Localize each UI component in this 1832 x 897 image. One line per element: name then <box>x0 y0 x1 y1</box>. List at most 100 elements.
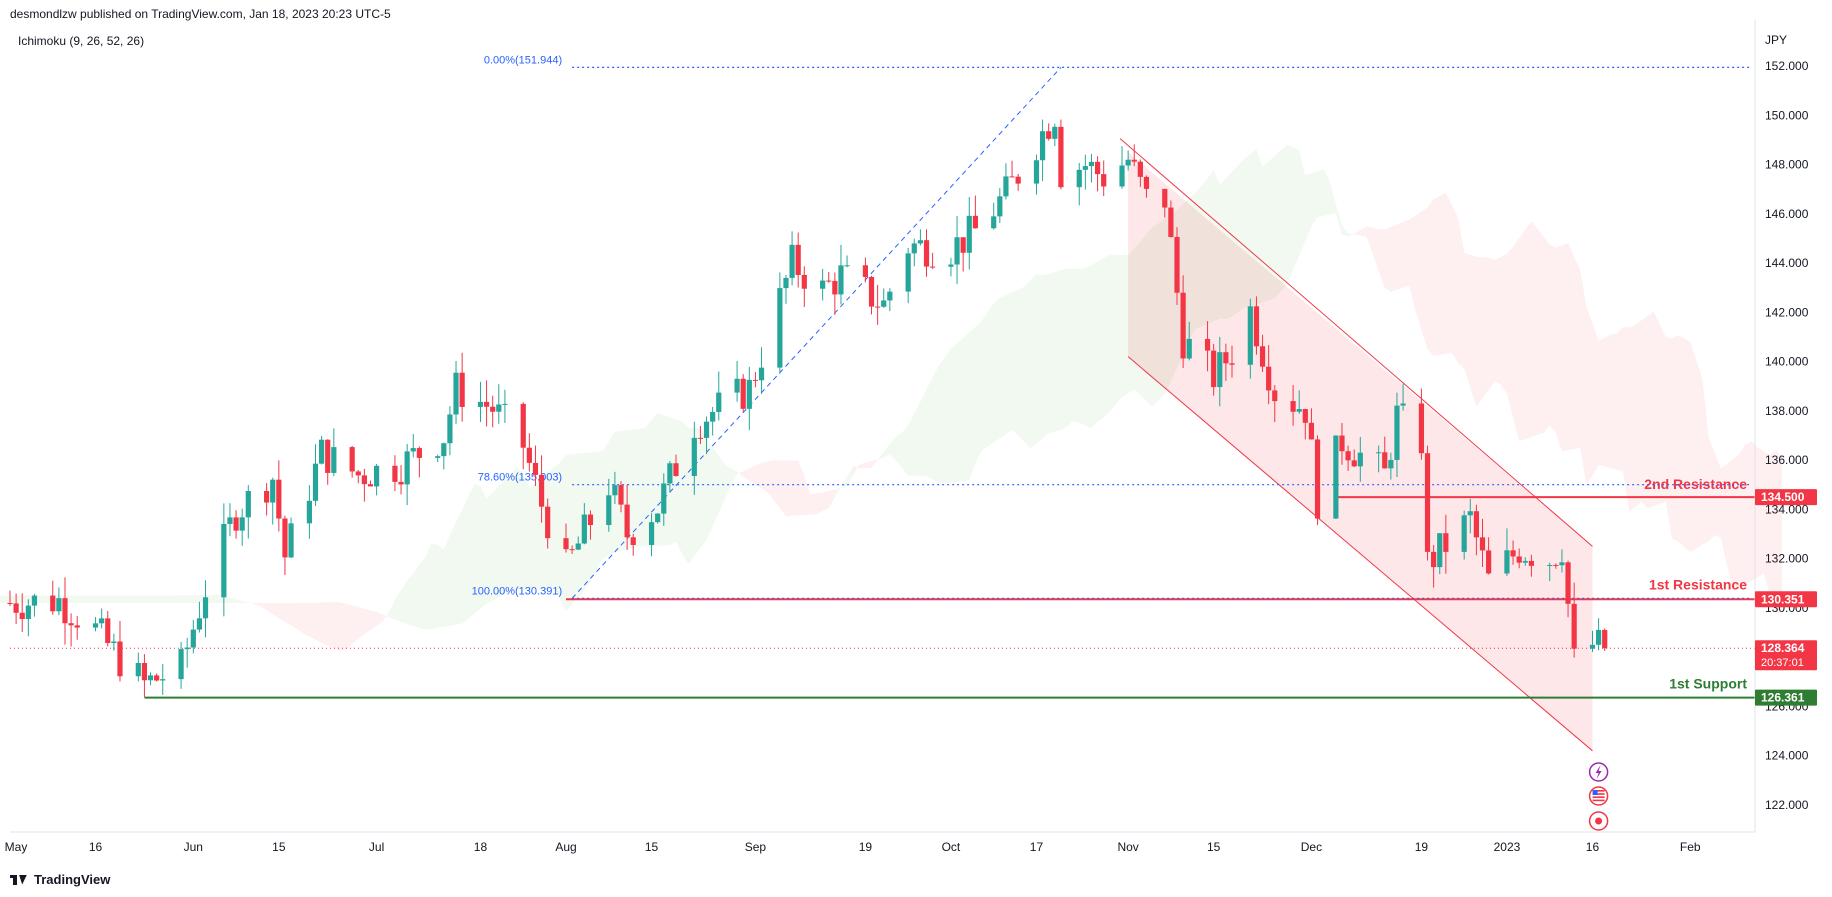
candle-body <box>917 240 923 244</box>
candle-body <box>447 414 453 444</box>
currency-label: JPY <box>1765 33 1787 47</box>
candle-body <box>1137 161 1143 177</box>
candle-body <box>1565 562 1571 604</box>
price-tick-label: 136.000 <box>1765 453 1809 467</box>
candle-body <box>758 367 765 381</box>
candle <box>1418 388 1425 460</box>
candle <box>1565 560 1571 618</box>
candle-body <box>630 537 636 545</box>
candle-body <box>606 495 612 526</box>
candle <box>538 455 545 523</box>
candle-body <box>459 372 465 407</box>
candle-body <box>367 484 374 487</box>
candle-body <box>1180 292 1186 359</box>
first-resistance-badge-text: 130.351 <box>1761 592 1805 606</box>
candle <box>917 229 923 246</box>
candle <box>1596 618 1602 651</box>
candle <box>154 673 160 682</box>
candle <box>325 439 331 485</box>
second-resistance-badge-bg <box>1755 489 1817 506</box>
candle-body <box>1571 603 1577 649</box>
price-tick-label: 144.000 <box>1765 256 1809 270</box>
candle-body <box>661 483 667 514</box>
candle <box>477 381 484 422</box>
candle <box>111 633 117 651</box>
candle <box>777 272 783 374</box>
candle-body <box>349 447 355 472</box>
candle <box>135 652 141 682</box>
candle-body <box>1486 550 1492 574</box>
candle-body <box>1345 451 1351 461</box>
time-tick-label: 15 <box>272 840 286 854</box>
candle-body <box>740 378 746 409</box>
candle-body <box>1119 165 1125 187</box>
candle <box>844 255 850 268</box>
fib-level-label-0: 0.00%(151.944) <box>484 54 562 66</box>
candle <box>752 372 759 388</box>
flash-event-icon <box>1588 762 1609 782</box>
candle-body <box>1314 439 1321 519</box>
candle-body <box>1357 452 1363 467</box>
candle <box>746 366 752 431</box>
candle <box>954 215 960 284</box>
candle <box>1186 321 1192 361</box>
candle <box>361 468 367 502</box>
candle-body <box>563 538 569 550</box>
footer: TradingView <box>10 872 110 887</box>
candle <box>581 503 587 545</box>
time-axis[interactable]: May 16 Jun 15 Jul 18 Aug 15 Sep 19 Oct 17 Nov 15 Dec 19… <box>5 831 1755 854</box>
candle <box>276 460 282 532</box>
horizontal-levels: 2nd Resistance 1st Resistance 1st Support <box>10 476 1755 699</box>
price-tick-label: 124.000 <box>1765 749 1809 763</box>
candle-body <box>905 253 911 292</box>
candle-body <box>1424 453 1431 552</box>
candle <box>1033 154 1040 195</box>
price-axis[interactable]: 122.000124.000126.000128.000130.000132.0… <box>1754 20 1817 832</box>
candle-body <box>441 443 447 457</box>
candle-body <box>1168 207 1174 237</box>
candle-body <box>1443 533 1449 552</box>
candle-body <box>178 649 184 680</box>
candle-body <box>667 463 673 484</box>
candle-body <box>746 379 752 409</box>
candle <box>1266 344 1272 405</box>
candle-body <box>331 447 337 473</box>
candle-body <box>1082 166 1088 170</box>
candle <box>1443 514 1449 574</box>
candle-body <box>1162 188 1168 208</box>
candle-body <box>966 215 972 253</box>
candle-body <box>147 675 154 681</box>
candle <box>68 613 74 647</box>
first-support-badge-text: 126.361 <box>1761 691 1805 705</box>
candle <box>1101 160 1107 197</box>
candle-body <box>31 595 38 606</box>
indicator-legend[interactable]: Ichimoku (9, 26, 52, 26) <box>18 34 144 48</box>
candle-body <box>752 379 759 381</box>
candle-body <box>1266 366 1272 391</box>
candle-body <box>288 523 294 558</box>
flash-event-bolt <box>1595 765 1602 779</box>
candle <box>502 389 508 423</box>
candle <box>92 617 99 632</box>
candle <box>930 252 936 269</box>
candle <box>1504 528 1510 577</box>
candle <box>13 593 19 625</box>
candle <box>74 616 80 640</box>
candle <box>196 601 203 633</box>
candle-body <box>1431 551 1437 568</box>
price-tick-label: 146.000 <box>1765 207 1809 221</box>
candle <box>239 508 245 546</box>
candle-body <box>832 280 838 295</box>
candle-body <box>526 447 532 463</box>
candle-body <box>997 196 1003 217</box>
channel-upper-line <box>1119 138 1593 547</box>
candle <box>1376 445 1382 473</box>
candle-body <box>948 264 954 267</box>
candle-body <box>1223 352 1229 364</box>
candle <box>972 195 978 229</box>
candle-body <box>1186 338 1192 359</box>
price-tick-label: 134.000 <box>1765 502 1809 516</box>
candle <box>1290 385 1296 426</box>
candle <box>1094 156 1101 192</box>
